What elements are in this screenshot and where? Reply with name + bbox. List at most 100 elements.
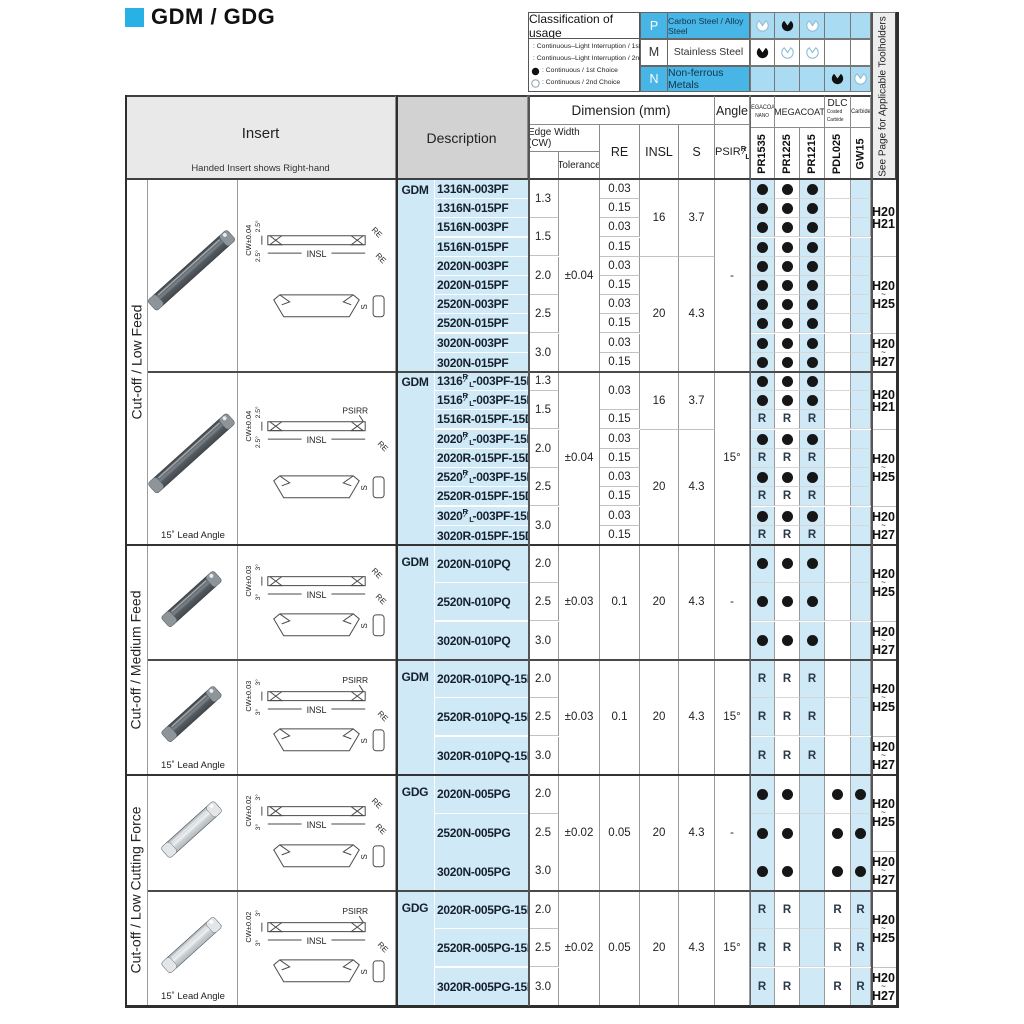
class-mark-cell (800, 65, 825, 92)
cw-cell: 3.0 (528, 622, 559, 660)
grade-group-main: MEGACOAT (775, 107, 825, 117)
class-material-cell: Stainless Steel (668, 39, 750, 66)
continuous-1st-choice-dot (806, 260, 818, 272)
grade-mark-cell: R (800, 737, 825, 775)
part-number-cell: 2520N-005PG (435, 814, 528, 853)
grade-mark-cell (825, 526, 851, 545)
tolerance-cell: ±0.03 (559, 660, 600, 775)
page-cell: H20 ~ H27 (871, 968, 897, 1006)
insert-diagram-cell: INSL RE RE CW±0.04 2.5° 2.5° S (238, 180, 396, 372)
insl-cell: 20 (640, 775, 679, 891)
right-hand-mark: R (782, 941, 792, 954)
insert-header (125, 95, 396, 180)
grade-mark-cell (800, 295, 825, 314)
grade-name-cell: PDL025 (825, 128, 851, 180)
grade-mark-cell (825, 468, 851, 487)
part-number: 2020R-005PG-15D (437, 902, 528, 917)
grade-mark-cell (800, 218, 825, 237)
grade-mark-cell (851, 622, 871, 660)
series-prefix-cell: GDM (396, 545, 435, 660)
insl-cell: 20 (640, 660, 679, 775)
continuous-1st-choice-dot (756, 241, 768, 253)
continuous-1st-choice-dot (806, 471, 818, 483)
part-number: 2520N-005PG (437, 826, 511, 840)
grade-mark-cell (750, 391, 775, 410)
grade-mark-cell: R (775, 737, 800, 775)
grade-mark-cell: R (851, 968, 871, 1006)
grade-mark-cell (800, 199, 825, 218)
grade-group-main: MEGACOAT (750, 104, 775, 111)
rule (896, 12, 899, 1006)
part-number: 3020N-015PF (437, 355, 509, 370)
re-cell: 0.15 (600, 410, 640, 429)
right-hand-mark: R (782, 710, 792, 723)
page-cell: H20 ~ H25 (871, 545, 897, 622)
insert-header-note: Handed Insert shows Right-hand (191, 162, 330, 174)
insert-photo (161, 801, 222, 858)
part-number: 2520R-010PQ-15D (437, 709, 528, 724)
grade-mark-cell (825, 199, 851, 218)
re-cell: 0.05 (600, 891, 640, 1006)
grade-mark-cell (825, 314, 851, 333)
half-filled-symbol (831, 74, 844, 85)
grade-mark-cell (800, 583, 825, 621)
grade-group-cell: Carbide (851, 95, 871, 128)
right-hand-mark: R (856, 903, 865, 916)
continuous-1st-choice-dot (781, 635, 793, 646)
part-number: 2020R-015PF-15D (437, 451, 528, 465)
series-label: GDM (401, 183, 429, 197)
continuous-1st-choice-dot (756, 375, 768, 387)
continuous-1st-choice-dot (781, 298, 793, 310)
cw-cell: 2.0 (528, 257, 559, 295)
grade-mark-cell: R (750, 737, 775, 775)
rule (750, 95, 752, 1006)
insert-photo (148, 413, 235, 493)
svg-text:S: S (360, 623, 369, 628)
class-mark-cell (825, 39, 851, 66)
cw-cell: 2.5 (528, 295, 559, 333)
tolerance-cell: ±0.03 (559, 545, 600, 660)
s-cell: 4.3 (679, 891, 715, 1006)
cw-cell: 2.5 (528, 929, 559, 967)
grade-mark-cell: R (775, 929, 800, 967)
lead-angle-label: 15˚ Lead Angle (161, 759, 225, 771)
part-number: 1516N-003PF (437, 220, 509, 234)
group-label-cell: Cut-off / Medium Feed (125, 545, 148, 775)
grade-mark-cell (750, 430, 775, 449)
rule (148, 371, 897, 373)
svg-text:INSL: INSL (307, 435, 327, 445)
continuous-1st-choice-dot (756, 317, 768, 329)
grade-mark-cell (775, 353, 800, 372)
class-mark-cell (775, 65, 800, 92)
series-label: GDM (401, 555, 429, 569)
grade-mark-cell (851, 295, 871, 314)
re-cell: 0.03 (600, 257, 640, 276)
half-outline-symbol (805, 20, 819, 32)
continuous-1st-choice-dot (756, 827, 768, 839)
lead-angle-label: 15˚ Lead Angle (161, 529, 225, 541)
right-hand-mark: R (757, 529, 767, 541)
filled-circle-symbol (531, 67, 540, 75)
grade-mark-cell (750, 583, 775, 621)
grade-mark-cell: R (750, 526, 775, 545)
continuous-1st-choice-dot (806, 510, 818, 522)
continuous-1st-choice-dot (806, 356, 818, 368)
part-number: 3020R∕L-003PF-15D (437, 507, 528, 524)
svg-text:2.5°: 2.5° (254, 249, 262, 261)
classification-legend: : Continuous–Light Interruption / 1st Ch… (528, 39, 666, 92)
legend-item: : Continuous / 1st Choice (531, 65, 637, 77)
half-filled-symbol (781, 20, 793, 32)
part-number: 1316N-015PF (437, 201, 509, 215)
half-filled-symbol (756, 47, 769, 58)
part-number-cell: 2020R-010PQ-15D (435, 660, 528, 698)
class-mark-cell (800, 39, 825, 66)
grade-mark-cell (825, 353, 851, 372)
grade-group-cell: DLC Coated Carbide (825, 95, 851, 128)
continuous-1st-choice-dot (756, 865, 768, 877)
grade-mark-cell (825, 507, 851, 526)
right-hand-mark: R (782, 413, 792, 425)
part-number-cell: 2020R∕L-003PF-15D (435, 430, 528, 449)
rl-hand-mark: R ∕ L (462, 507, 474, 524)
grade-mark-cell (825, 814, 851, 853)
